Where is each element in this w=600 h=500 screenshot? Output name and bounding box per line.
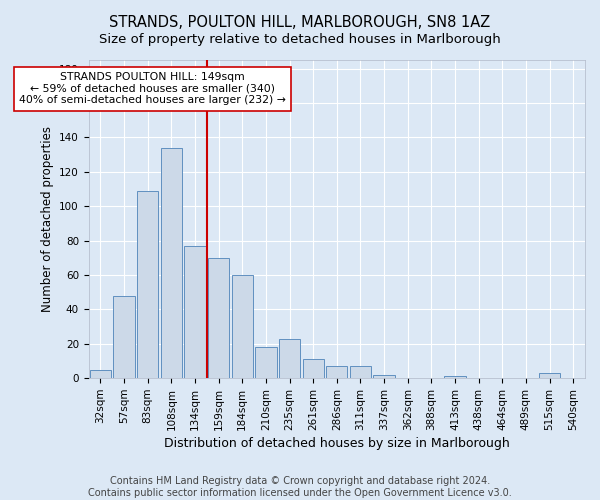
Bar <box>90 370 111 378</box>
Bar <box>302 360 324 378</box>
Bar <box>373 375 395 378</box>
Text: Contains HM Land Registry data © Crown copyright and database right 2024.
Contai: Contains HM Land Registry data © Crown c… <box>88 476 512 498</box>
Bar <box>539 373 560 378</box>
Bar <box>113 296 135 378</box>
Bar <box>161 148 182 378</box>
Y-axis label: Number of detached properties: Number of detached properties <box>41 126 53 312</box>
Text: Size of property relative to detached houses in Marlborough: Size of property relative to detached ho… <box>99 32 501 46</box>
Bar <box>208 258 229 378</box>
Bar <box>350 366 371 378</box>
Bar <box>184 246 206 378</box>
X-axis label: Distribution of detached houses by size in Marlborough: Distribution of detached houses by size … <box>164 437 510 450</box>
Bar <box>137 190 158 378</box>
Text: STRANDS POULTON HILL: 149sqm
← 59% of detached houses are smaller (340)
40% of s: STRANDS POULTON HILL: 149sqm ← 59% of de… <box>19 72 286 105</box>
Bar <box>255 347 277 378</box>
Text: STRANDS, POULTON HILL, MARLBOROUGH, SN8 1AZ: STRANDS, POULTON HILL, MARLBOROUGH, SN8 … <box>109 15 491 30</box>
Bar <box>279 338 300 378</box>
Bar <box>232 275 253 378</box>
Bar <box>326 366 347 378</box>
Bar <box>445 376 466 378</box>
